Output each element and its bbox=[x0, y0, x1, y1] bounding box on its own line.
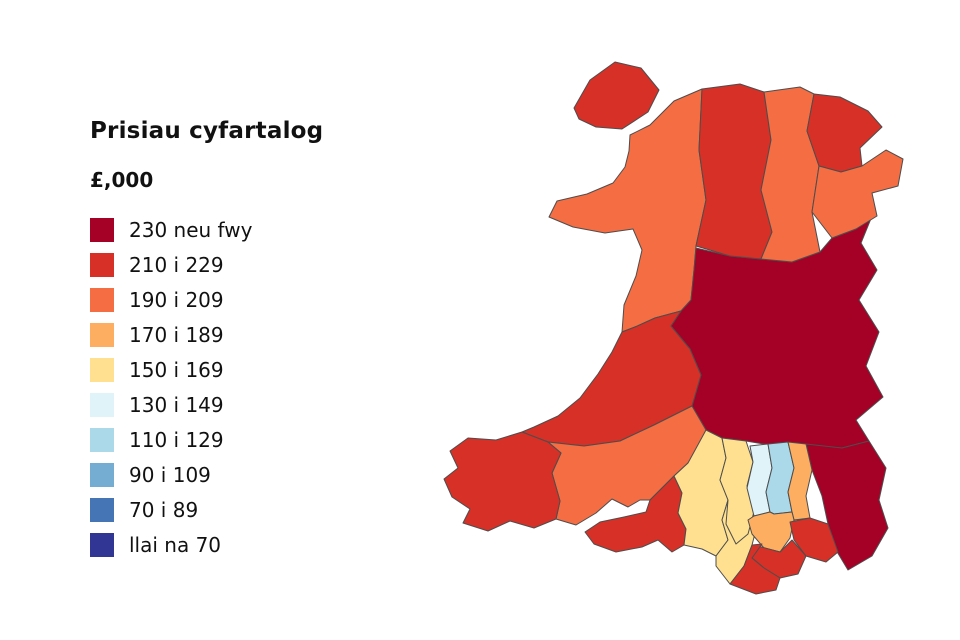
legend-label: 190 i 209 bbox=[129, 287, 224, 312]
legend-label: 130 i 149 bbox=[129, 392, 224, 417]
legend-label: 150 i 169 bbox=[129, 357, 224, 382]
legend-item: 190 i 209 bbox=[90, 282, 323, 317]
map-region-07 bbox=[573, 61, 660, 130]
legend-swatch bbox=[90, 287, 114, 312]
legend-swatch bbox=[90, 322, 114, 347]
map-region-22 bbox=[729, 543, 781, 595]
legend-swatch bbox=[90, 427, 114, 452]
legend-item: 210 i 229 bbox=[90, 247, 323, 282]
legend-swatch bbox=[90, 532, 114, 557]
map-region-18 bbox=[787, 441, 813, 521]
legend-label: 90 i 109 bbox=[129, 462, 211, 487]
legend-label: 170 i 189 bbox=[129, 322, 224, 347]
map-region-20 bbox=[789, 517, 839, 563]
legend-item: 130 i 149 bbox=[90, 387, 323, 422]
legend-label: llai na 70 bbox=[129, 532, 222, 557]
map-region-11 bbox=[811, 149, 904, 239]
legend-swatch bbox=[90, 497, 114, 522]
legend-label: 70 i 89 bbox=[129, 497, 199, 522]
map-region-08 bbox=[695, 83, 773, 260]
map-region-10 bbox=[806, 93, 883, 173]
legend-item: 230 neu fwy bbox=[90, 212, 323, 247]
legend-swatch bbox=[90, 392, 114, 417]
map-region-15 bbox=[719, 437, 756, 545]
legend-item: 150 i 169 bbox=[90, 352, 323, 387]
legend-label: 230 neu fwy bbox=[129, 217, 253, 242]
legend-rows: 230 neu fwy 210 i 229 190 i 209 170 i 18… bbox=[90, 212, 323, 562]
legend-item: 70 i 89 bbox=[90, 492, 323, 527]
map-region-19 bbox=[747, 511, 795, 553]
legend-label: 210 i 229 bbox=[129, 252, 224, 277]
map-region-05 bbox=[443, 431, 562, 532]
legend-title: Prisiau cyfartalog bbox=[90, 118, 324, 144]
legend-swatch bbox=[90, 357, 114, 382]
legend: Prisiau cyfartalog £,000 230 neu fwy 210… bbox=[90, 118, 323, 562]
legend-swatch bbox=[90, 217, 114, 242]
map-region-06 bbox=[805, 440, 889, 571]
legend-item: 170 i 189 bbox=[90, 317, 323, 352]
legend-swatch bbox=[90, 462, 114, 487]
legend-units: £,000 bbox=[90, 168, 154, 192]
legend-label: 110 i 129 bbox=[129, 427, 224, 452]
legend-item: 90 i 109 bbox=[90, 457, 323, 492]
legend-item: llai na 70 bbox=[90, 527, 323, 562]
legend-item: 110 i 129 bbox=[90, 422, 323, 457]
legend-swatch bbox=[90, 252, 114, 277]
